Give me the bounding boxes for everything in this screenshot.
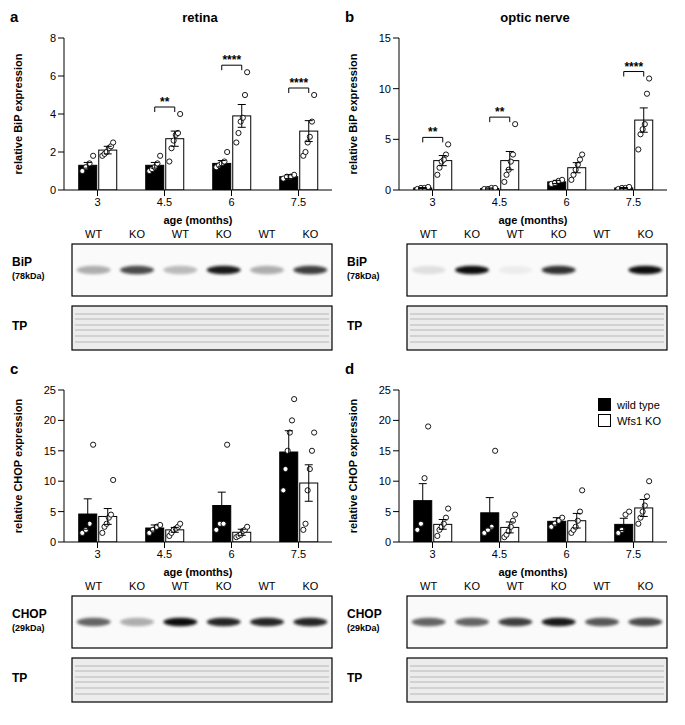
svg-text:25: 25 (379, 384, 391, 396)
svg-text:0: 0 (385, 536, 391, 548)
svg-text:6: 6 (563, 196, 569, 208)
svg-text:WT: WT (507, 580, 524, 592)
svg-text:KO: KO (551, 228, 567, 240)
svg-text:**: ** (160, 95, 170, 109)
svg-text:WT: WT (85, 580, 102, 592)
svg-text:**: ** (495, 105, 505, 119)
svg-text:4.5: 4.5 (492, 196, 507, 208)
svg-text:TP: TP (12, 671, 27, 685)
svg-text:10: 10 (379, 475, 391, 487)
svg-text:(29kDa): (29kDa) (347, 623, 380, 633)
svg-text:KO: KO (216, 228, 232, 240)
svg-text:6: 6 (228, 196, 234, 208)
svg-text:5: 5 (50, 506, 56, 518)
svg-text:5: 5 (385, 506, 391, 518)
svg-text:KO: KO (216, 580, 232, 592)
svg-text:BiP: BiP (12, 255, 32, 269)
html-text:retina: retina (182, 10, 218, 25)
html-text:optic nerve: optic nerve (500, 10, 570, 25)
svg-text:KO: KO (302, 228, 318, 240)
svg-text:KO: KO (551, 580, 567, 592)
svg-text:age (months): age (months) (498, 214, 567, 226)
svg-text:7.5: 7.5 (291, 196, 306, 208)
svg-text:WT: WT (420, 580, 437, 592)
svg-text:25: 25 (44, 384, 56, 396)
svg-text:15: 15 (379, 445, 391, 457)
svg-text:(29kDa): (29kDa) (12, 623, 45, 633)
svg-text:relative CHOP expression: relative CHOP expression (12, 399, 24, 534)
svg-text:WT: WT (258, 580, 275, 592)
svg-text:7.5: 7.5 (291, 548, 306, 560)
svg-text:TP: TP (347, 319, 362, 333)
svg-text:(78kDa): (78kDa) (347, 271, 380, 281)
svg-text:4: 4 (50, 108, 56, 120)
svg-text:7.5: 7.5 (626, 196, 641, 208)
svg-text:WT: WT (85, 228, 102, 240)
svg-text:age (months): age (months) (163, 214, 232, 226)
svg-text:WT: WT (593, 228, 610, 240)
html-text:c: c (10, 360, 19, 377)
svg-text:15: 15 (44, 445, 56, 457)
svg-text:TP: TP (12, 319, 27, 333)
svg-text:0: 0 (50, 184, 56, 196)
svg-text:age (months): age (months) (163, 566, 232, 578)
svg-text:6: 6 (563, 548, 569, 560)
svg-text:**: ** (428, 125, 438, 139)
html-text:d: d (345, 360, 355, 377)
svg-text:5: 5 (385, 133, 391, 145)
svg-text:TP: TP (347, 671, 362, 685)
svg-text:3: 3 (429, 196, 435, 208)
svg-text:6: 6 (228, 548, 234, 560)
svg-text:relative CHOP expression: relative CHOP expression (347, 399, 359, 534)
svg-text:WT: WT (258, 228, 275, 240)
svg-text:3: 3 (94, 548, 100, 560)
svg-text:KO: KO (129, 228, 145, 240)
svg-text:KO: KO (129, 580, 145, 592)
svg-text:age (months): age (months) (498, 566, 567, 578)
svg-text:0: 0 (50, 536, 56, 548)
svg-text:(78kDa): (78kDa) (12, 271, 45, 281)
svg-text:4.5: 4.5 (157, 548, 172, 560)
html-text:a: a (10, 8, 19, 25)
svg-text:WT: WT (507, 228, 524, 240)
svg-text:20: 20 (379, 414, 391, 426)
svg-text:KO: KO (637, 228, 653, 240)
svg-text:relative BiP expression: relative BiP expression (12, 53, 24, 174)
svg-text:****: **** (289, 76, 308, 90)
svg-text:KO: KO (464, 580, 480, 592)
svg-text:relative BiP expression: relative BiP expression (347, 53, 359, 174)
svg-text:WT: WT (172, 228, 189, 240)
svg-text:15: 15 (379, 32, 391, 44)
svg-text:4.5: 4.5 (157, 196, 172, 208)
svg-text:****: **** (624, 60, 643, 74)
svg-text:CHOP: CHOP (347, 607, 382, 621)
svg-text:10: 10 (379, 83, 391, 95)
html-text:b: b (345, 8, 355, 25)
svg-text:WT: WT (172, 580, 189, 592)
svg-text:7.5: 7.5 (626, 548, 641, 560)
svg-text:WT: WT (420, 228, 437, 240)
svg-text:8: 8 (50, 32, 56, 44)
svg-text:3: 3 (429, 548, 435, 560)
svg-text:KO: KO (637, 580, 653, 592)
svg-text:****: **** (222, 53, 241, 67)
svg-text:10: 10 (44, 475, 56, 487)
svg-text:KO: KO (302, 580, 318, 592)
svg-text:6: 6 (50, 70, 56, 82)
svg-text:BiP: BiP (347, 255, 367, 269)
svg-text:4.5: 4.5 (492, 548, 507, 560)
html-text:wild type: wild type (617, 398, 660, 411)
svg-text:0: 0 (385, 184, 391, 196)
svg-text:2: 2 (50, 146, 56, 158)
svg-text:20: 20 (44, 414, 56, 426)
svg-text:WT: WT (593, 580, 610, 592)
svg-text:KO: KO (464, 228, 480, 240)
html-text:Wfs1 KO: Wfs1 KO (617, 414, 661, 427)
svg-text:CHOP: CHOP (12, 607, 47, 621)
svg-text:3: 3 (94, 196, 100, 208)
